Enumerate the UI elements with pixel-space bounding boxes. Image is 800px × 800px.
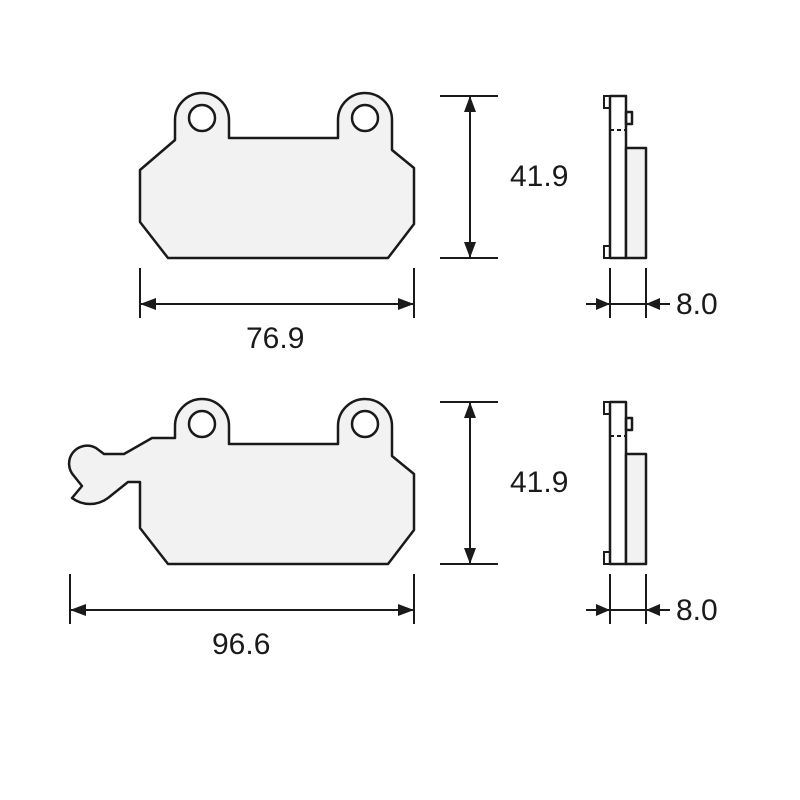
dim-top-thickness-label: 8.0 [676, 288, 718, 321]
dim-top-width: 76.9 [140, 268, 414, 355]
dim-bottom-width-label: 96.6 [212, 628, 270, 661]
brake-pad-dimension-diagram: 41.9 76.9 8.0 41.9 [0, 0, 800, 800]
bottom-pad-front-view [69, 399, 414, 564]
dim-bottom-height: 41.9 [440, 402, 568, 564]
bottom-pad-side-view [604, 402, 646, 564]
dim-bottom-thickness-label: 8.0 [676, 594, 718, 627]
top-pad-front-view [140, 93, 414, 258]
dim-bottom-thickness: 8.0 [586, 574, 718, 627]
dim-top-height-label: 41.9 [510, 160, 568, 193]
dim-bottom-height-label: 41.9 [510, 466, 568, 499]
top-pad-side-view [604, 96, 646, 258]
dim-bottom-width: 96.6 [70, 574, 414, 661]
dim-top-thickness: 8.0 [586, 268, 718, 321]
dim-top-height: 41.9 [440, 96, 568, 258]
dim-top-width-label: 76.9 [246, 322, 304, 355]
